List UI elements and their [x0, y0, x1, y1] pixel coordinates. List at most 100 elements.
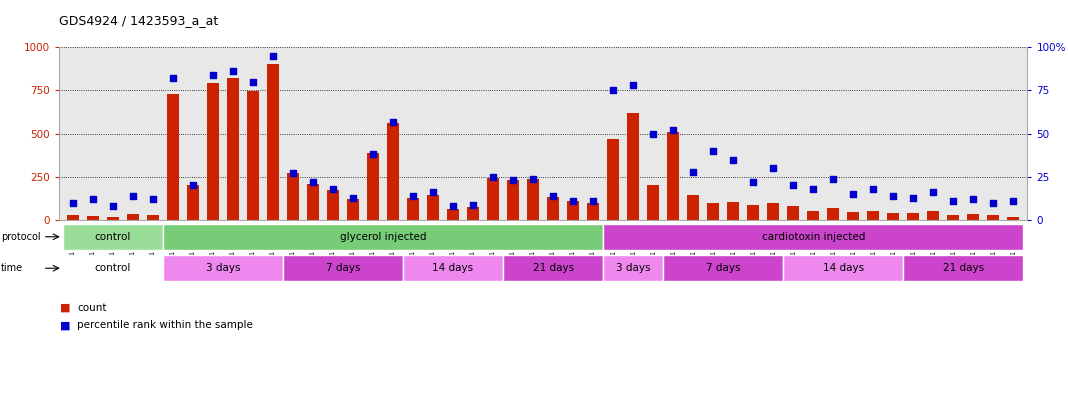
Bar [627, 113, 639, 220]
Text: 14 days: 14 days [433, 263, 473, 273]
Bar [127, 214, 139, 220]
Text: 7 days: 7 days [706, 263, 740, 273]
Point [265, 53, 282, 59]
Text: 7 days: 7 days [326, 263, 360, 273]
Bar [668, 132, 679, 220]
Bar [347, 199, 359, 220]
Bar [828, 208, 839, 220]
Bar [867, 211, 879, 220]
Text: count: count [77, 303, 107, 312]
Bar [63, 224, 162, 250]
Point [765, 165, 782, 171]
Point [945, 198, 962, 204]
Point [164, 75, 182, 81]
Bar [367, 152, 379, 220]
Text: 14 days: 14 days [822, 263, 864, 273]
Point [344, 195, 361, 201]
Bar [387, 123, 399, 220]
Point [905, 195, 922, 201]
Bar [226, 78, 239, 220]
Bar [567, 201, 579, 220]
Bar [467, 207, 480, 220]
Bar [927, 211, 940, 220]
Bar [947, 215, 959, 220]
Point [444, 203, 461, 209]
Bar [908, 213, 920, 220]
Bar [904, 255, 1023, 281]
Bar [327, 190, 339, 220]
Bar [287, 173, 299, 220]
Point [744, 179, 761, 185]
Text: 21 days: 21 days [533, 263, 574, 273]
Bar [207, 83, 219, 220]
Bar [847, 212, 860, 220]
Text: time: time [1, 263, 23, 273]
Bar [247, 91, 258, 220]
Bar [687, 195, 700, 220]
Bar [447, 209, 459, 220]
Point [245, 79, 262, 85]
Point [304, 179, 321, 185]
Text: control: control [95, 232, 131, 242]
Bar [187, 185, 199, 220]
Bar [968, 214, 979, 220]
Text: ■: ■ [60, 320, 70, 330]
Point [584, 198, 601, 204]
Point [565, 198, 582, 204]
Point [144, 196, 161, 202]
Point [645, 130, 662, 137]
Text: 21 days: 21 days [943, 263, 984, 273]
Bar [63, 255, 162, 281]
Point [845, 191, 862, 197]
Point [64, 200, 81, 206]
Point [1005, 198, 1022, 204]
Bar [427, 195, 439, 220]
Bar [783, 255, 904, 281]
Bar [988, 215, 1000, 220]
Point [384, 118, 402, 125]
Point [985, 200, 1002, 206]
Point [824, 175, 842, 182]
Bar [603, 224, 1023, 250]
Point [964, 196, 981, 202]
Bar [146, 215, 159, 220]
Bar [888, 213, 899, 220]
Bar [167, 94, 178, 220]
Bar [1007, 217, 1020, 220]
Text: GDS4924 / 1423593_a_at: GDS4924 / 1423593_a_at [59, 15, 218, 28]
Text: percentile rank within the sample: percentile rank within the sample [77, 320, 253, 330]
Bar [663, 255, 783, 281]
Bar [503, 255, 603, 281]
Bar [647, 185, 659, 220]
Bar [603, 255, 663, 281]
Bar [507, 180, 519, 220]
Bar [487, 178, 499, 220]
Point [625, 82, 642, 88]
Point [545, 193, 562, 199]
Text: ■: ■ [60, 303, 70, 312]
Point [884, 193, 901, 199]
Bar [162, 224, 603, 250]
Text: control: control [95, 263, 131, 273]
Bar [107, 217, 119, 220]
Point [705, 148, 722, 154]
Bar [66, 215, 79, 220]
Point [424, 189, 441, 196]
Bar [162, 255, 283, 281]
Text: 3 days: 3 days [616, 263, 650, 273]
Point [785, 182, 802, 189]
Point [325, 186, 342, 192]
Bar [707, 203, 719, 220]
Point [84, 196, 101, 202]
Bar [767, 203, 780, 220]
Text: glycerol injected: glycerol injected [340, 232, 426, 242]
Point [925, 189, 942, 196]
Point [405, 193, 422, 199]
Point [685, 169, 702, 175]
Point [504, 177, 521, 184]
Bar [607, 139, 619, 220]
Bar [267, 64, 279, 220]
Bar [528, 178, 539, 220]
Point [185, 182, 202, 189]
Point [664, 127, 681, 133]
